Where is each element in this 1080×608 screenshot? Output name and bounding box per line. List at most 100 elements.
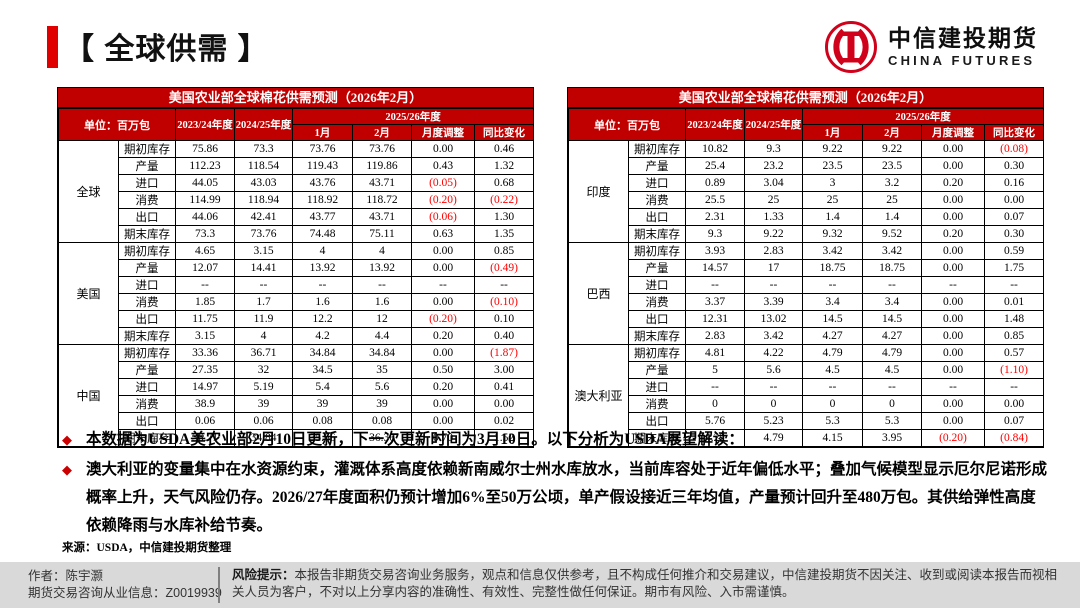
row-label: 出口 [118,208,176,226]
value-cell: 0.00 [921,395,985,413]
row-label: 消费 [628,395,686,413]
value-cell: 0.59 [983,242,1045,260]
page-title: 【 全球供需 】 [64,33,269,66]
value-cell: 0.00 [473,395,535,413]
value-cell: 75.86 [175,140,235,158]
row-label: 进口 [118,174,176,192]
value-cell: 0.00 [411,293,475,311]
value-cell: 38.9 [175,395,235,413]
value-cell: 0.89 [685,174,745,192]
value-cell: 14.5 [802,310,863,328]
value-cell: 1.52 [473,429,535,447]
value-cell: 0.70 [411,429,475,447]
row-label: 产量 [118,157,176,175]
table-header-row: 单位：百万包 2023/24年度 2024/25年度 2025/26年度 [58,108,535,141]
value-cell: -- [175,276,235,294]
row-label: 消费 [118,293,176,311]
value-cell: 73.3 [175,225,235,243]
value-cell: 1.6 [292,293,353,311]
table-row: 进口 -- -- -- -- -- -- [569,378,1045,396]
table-row: 进口 14.97 5.19 5.4 5.6 0.20 0.41 [59,378,535,396]
row-label: 期末库存 [118,429,176,447]
risk-disclaimer: 风险提示：本报告非期货交易咨询业务服务，观点和信息仅供参考，且不构成任何推介和交… [232,567,1060,601]
value-cell: 2.31 [685,208,745,226]
value-cell: 13.92 [292,259,353,277]
value-cell: (0.20) [921,429,985,447]
value-cell: 0.00 [411,242,475,260]
value-cell: 2.83 [744,242,803,260]
table-row: 出口 44.06 42.41 43.77 43.71 (0.06) 1.30 [59,208,535,226]
row-label: 期末库存 [628,225,686,243]
row-label: 消费 [118,191,176,209]
value-cell: 0.07 [983,412,1045,430]
value-cell: 4 [234,327,293,345]
value-cell: (0.20) [411,191,475,209]
region-cell: 印度 [568,140,629,243]
value-cell: 75.11 [352,225,412,243]
value-cell: -- [234,276,293,294]
table-row: 消费 1.85 1.7 1.6 1.6 0.00 (0.10) [59,293,535,311]
value-cell: 5.3 [802,412,863,430]
value-cell: 9.3 [744,140,803,158]
value-cell: 1.30 [473,208,535,226]
value-cell: 3.4 [862,293,922,311]
col-header-jan: 1月 [292,124,353,141]
table-row: 产量 5 5.6 4.5 4.5 0.00 (1.10) [569,361,1045,379]
row-label: 期末库存 [628,327,686,345]
table-row: 出口 0.06 0.06 0.08 0.08 0.00 0.02 [59,412,535,430]
value-cell: 25 [802,191,863,209]
table-row: 消费 0 0 0 0 0.00 0.00 [569,395,1045,413]
row-label: 期初库存 [118,344,176,362]
table-row: 中国 期初库存 33.36 36.71 34.84 34.84 0.00 (1.87) [58,344,535,447]
value-cell: 13.02 [744,310,803,328]
value-cell: 32 [234,361,293,379]
logo-cn: 中信建投期货 [888,25,1038,52]
value-cell: 0.00 [921,344,985,362]
table-row: 出口 11.75 11.9 12.2 12 (0.20) 0.10 [59,310,535,328]
region-cell: 全球 [58,140,119,243]
value-cell: 0.00 [411,140,475,158]
value-cell: 3.4 [802,293,863,311]
value-cell: 34.84 [352,344,412,362]
table-title: 美国农业部全球棉花供需预测（2026年2月） [58,88,533,108]
value-cell: 43.71 [352,208,412,226]
table-row: 产量 12.07 14.41 13.92 13.92 0.00 (0.49) [59,259,535,277]
value-cell: 119.43 [292,157,353,175]
value-cell: 0.00 [921,412,985,430]
col-header-feb: 2月 [862,124,922,141]
value-cell: 1.4 [862,208,922,226]
value-cell: 0.68 [473,174,535,192]
value-cell: 0.00 [921,191,985,209]
row-label: 期初库存 [628,140,686,158]
col-header-2024-25: 2024/25年度 [234,108,293,141]
value-cell: 34.84 [234,429,293,447]
value-cell: 18.75 [862,259,922,277]
value-cell: 1.32 [473,157,535,175]
region-cell: 巴西 [568,242,629,345]
row-label: 进口 [628,276,686,294]
row-label: 期末库存 [118,225,176,243]
table-row: 印度 期初库存 10.82 9.3 9.22 9.22 0.00 (0.08) [568,140,1045,243]
value-cell: 4.79 [744,429,803,447]
table-row: 期末库存 73.3 73.76 74.48 75.11 0.63 1.35 [59,225,535,243]
value-cell: 3.04 [744,174,803,192]
row-label: 消费 [628,293,686,311]
value-cell: 14.97 [175,378,235,396]
table-row: 消费 3.37 3.39 3.4 3.4 0.00 0.01 [569,293,1045,311]
value-cell: 44.05 [175,174,235,192]
row-label: 产量 [118,259,176,277]
value-cell: 39 [292,395,353,413]
value-cell: 5.6 [352,378,412,396]
value-cell: 0 [744,395,803,413]
table-row: 澳大利亚 期初库存 4.81 4.22 4.79 4.79 0.00 0.57 [568,344,1045,447]
value-cell: (0.22) [473,191,535,209]
value-cell: (0.84) [983,429,1045,447]
author-license: 期货交易咨询从业信息：Z0019939 [28,586,222,600]
value-cell: 0.07 [983,208,1045,226]
table-row: 期末库存 2.83 3.42 4.27 4.27 0.00 0.85 [569,327,1045,345]
value-cell: 3.00 [473,361,535,379]
value-cell: 1.7 [234,293,293,311]
value-cell: 0.30 [983,225,1045,243]
value-cell: 4 [292,242,353,260]
value-cell: 0.00 [921,208,985,226]
